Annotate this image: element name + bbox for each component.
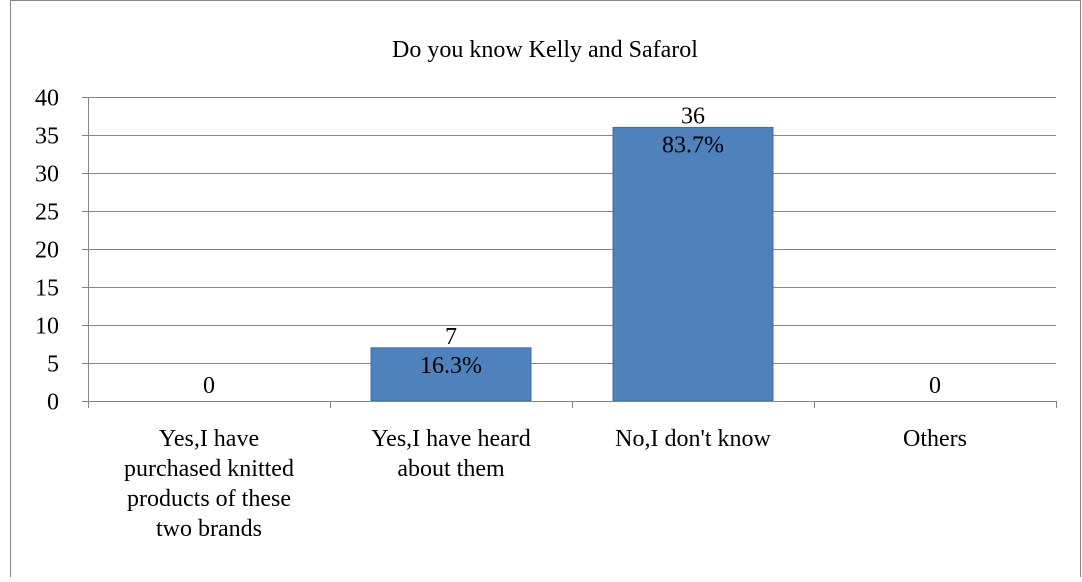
chart-title: Do you know Kelly and Safarol	[392, 37, 698, 63]
bar	[612, 126, 774, 402]
axes: 0 5 10 15 20 25 30 35 40 Yes,I have purchased knit…	[35, 86, 1057, 542]
y-tick-label: 20	[35, 238, 59, 264]
data-label-percent: 83.7%	[662, 132, 724, 158]
bar	[370, 347, 532, 402]
data-label: 36	[681, 103, 705, 129]
y-tick-label: 5	[47, 352, 59, 378]
x-tick-label: Yes,I have purchased knitted products of t…	[124, 426, 294, 542]
x-tick-label: Yes,I have heard about them	[371, 426, 531, 482]
y-tick-label: 40	[35, 86, 59, 112]
data-labels: 0 7 16.3% 36 83.7% 0	[203, 103, 941, 399]
y-tick-label: 0	[47, 390, 59, 416]
data-label: 7	[445, 324, 457, 350]
bars	[370, 126, 774, 402]
x-tick-label: Others	[903, 426, 967, 452]
data-label: 0	[929, 373, 941, 399]
data-label: 0	[203, 373, 215, 399]
y-tick-label: 25	[35, 200, 59, 226]
y-tick-label: 10	[35, 314, 59, 340]
gridlines	[88, 97, 1056, 364]
x-tick-label: No,I don't know	[615, 426, 771, 452]
data-label-percent: 16.3%	[420, 353, 482, 379]
y-tick-label: 15	[35, 276, 59, 302]
y-tick-label: 30	[35, 162, 59, 188]
y-tick-label: 35	[35, 124, 59, 150]
